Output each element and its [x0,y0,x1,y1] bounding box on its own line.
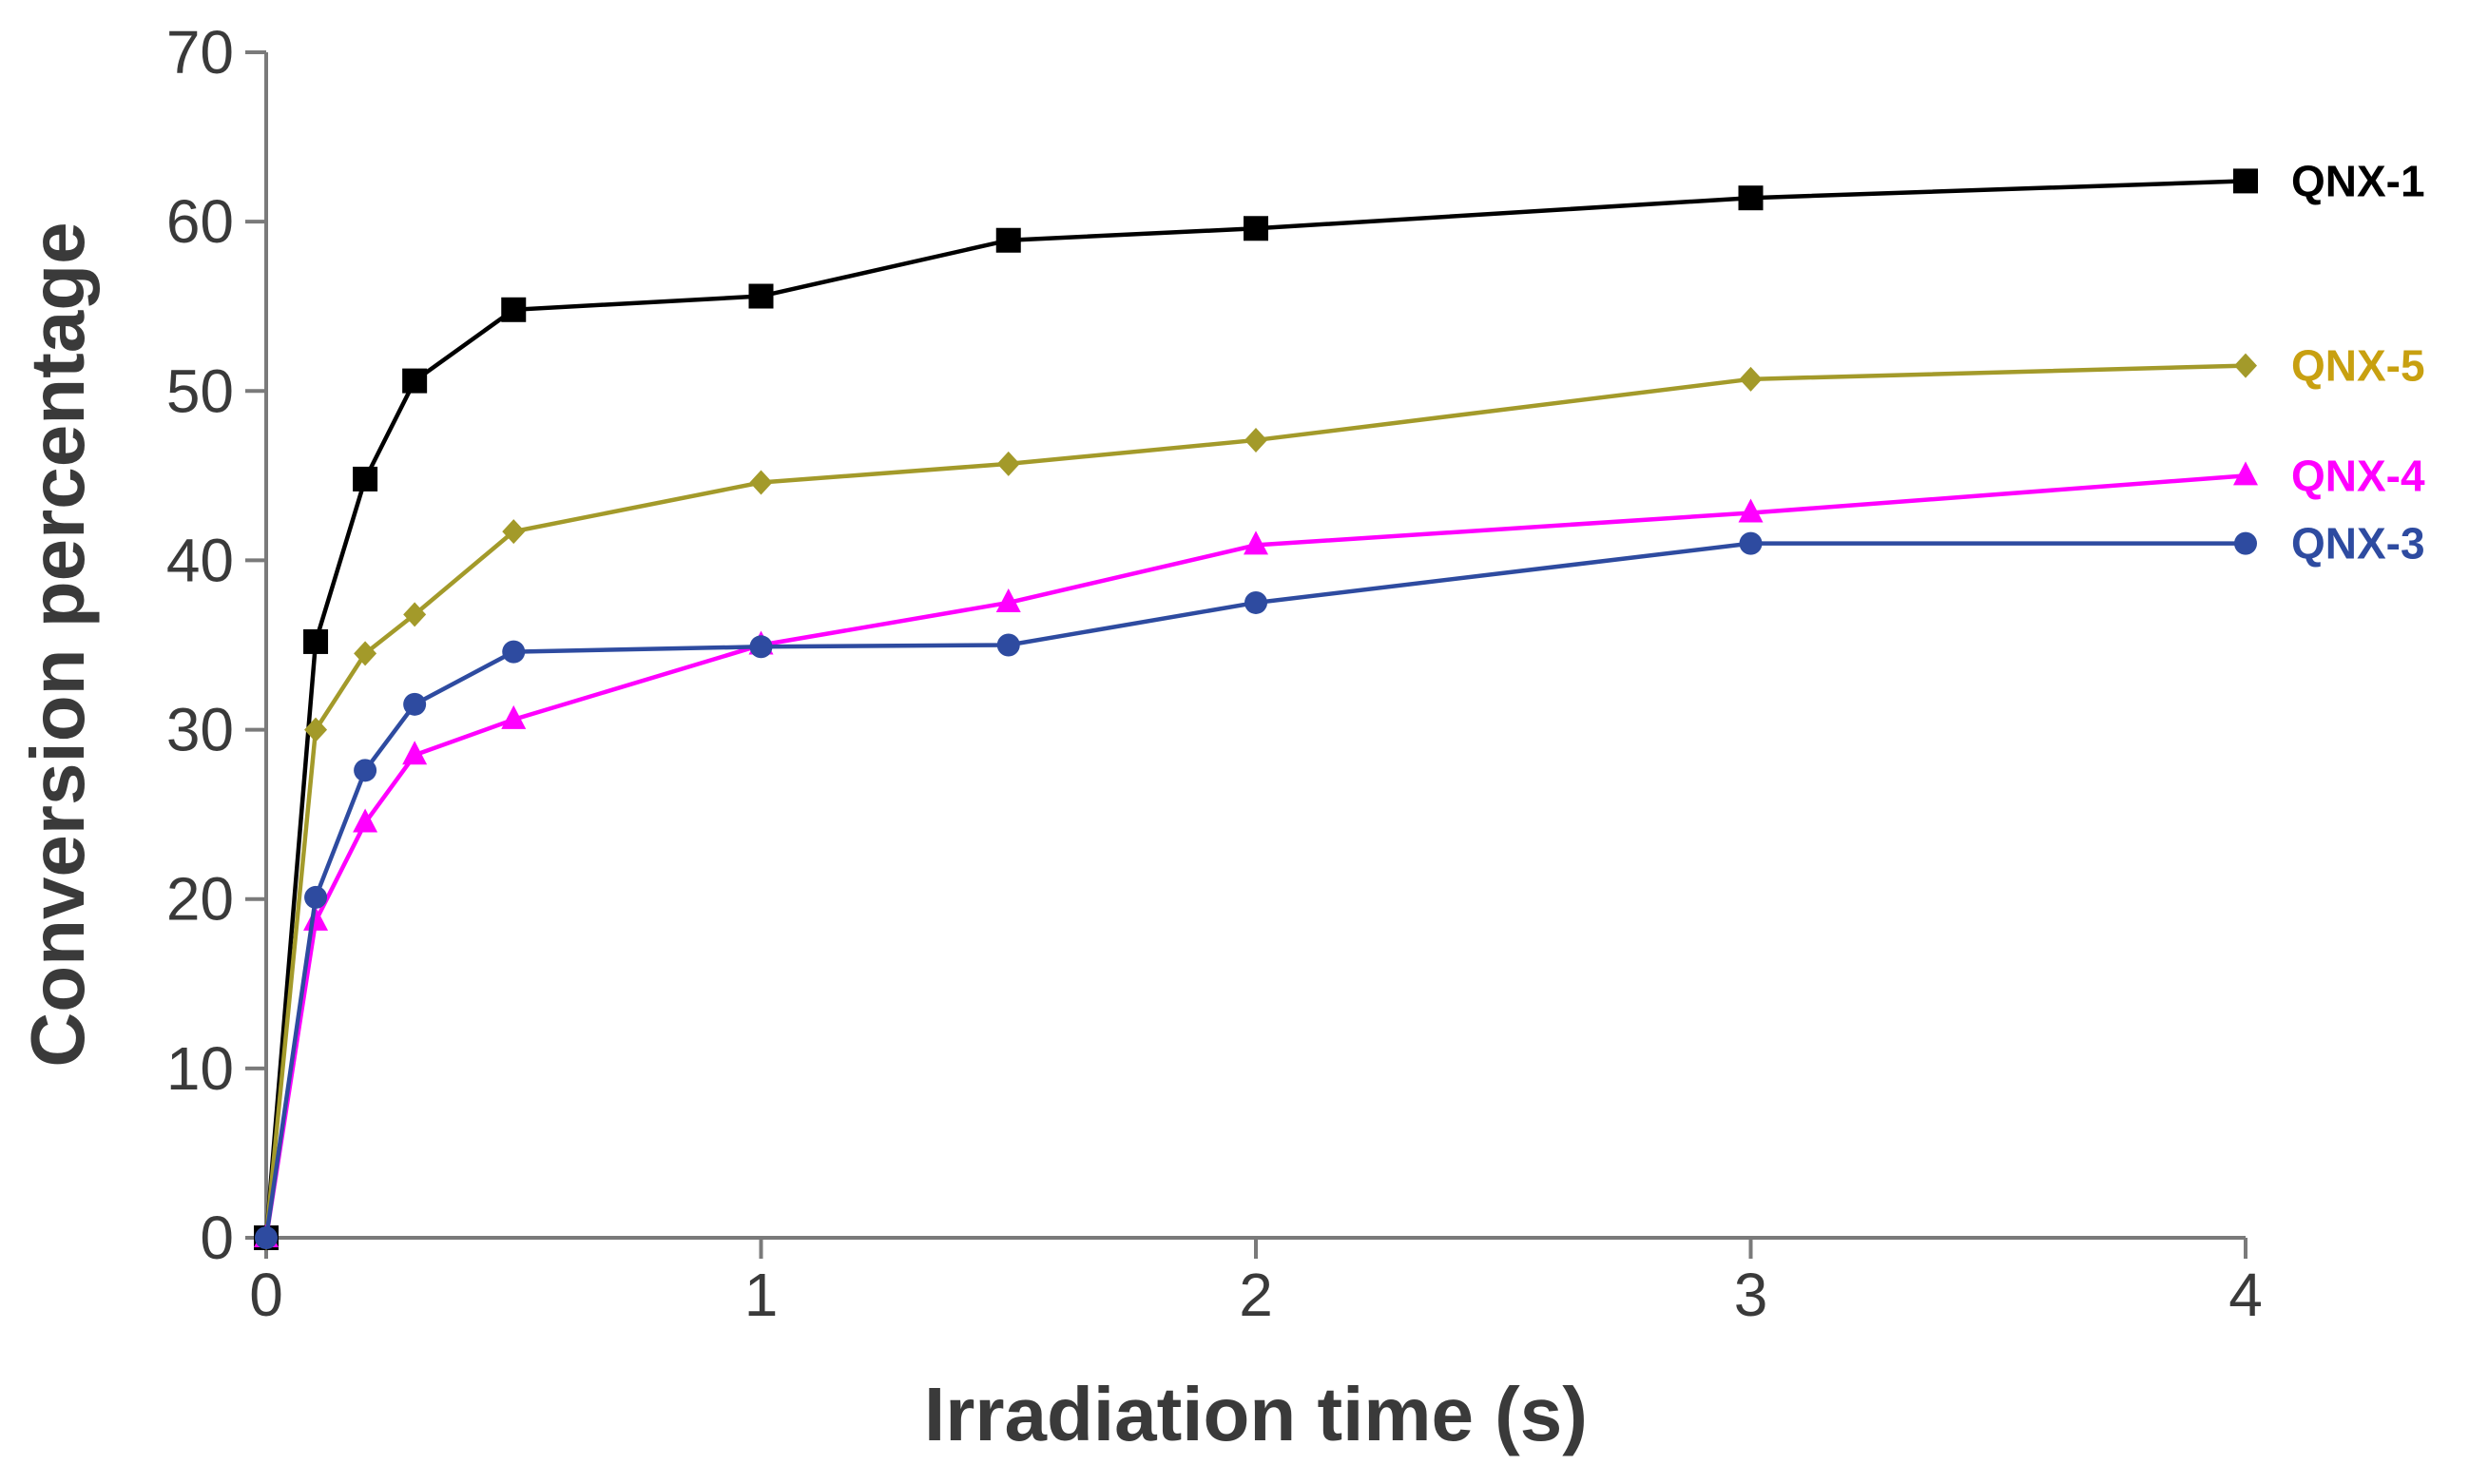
data-point [1244,216,1268,241]
data-point [2234,353,2257,378]
data-point [304,885,328,909]
data-point [502,519,526,545]
x-tick-label: 1 [744,1261,779,1329]
data-point [501,297,527,322]
data-point [1244,590,1267,614]
data-point [353,808,378,833]
data-point [749,635,773,659]
data-point [2233,461,2258,486]
data-point [748,283,774,309]
data-point [2233,168,2258,194]
data-point [1244,427,1267,453]
data-point [1739,366,1763,392]
series-line [263,473,2247,1239]
y-tick-label: 20 [166,865,234,934]
y-axis-title: Conversion percentage [15,222,100,1067]
data-point [1244,530,1268,555]
series-line [263,179,2247,1239]
data-point [502,640,526,664]
series-qnx-3: QNX-3 [255,519,2425,1249]
data-point [402,368,428,394]
data-point [353,466,378,491]
series-line [263,363,2247,1239]
data-point [255,1226,278,1249]
x-ticks: 0 1 2 3 4 [249,1238,2263,1329]
x-axis-title: Irradiation time (s) [924,1372,1588,1456]
y-tick-label: 30 [166,696,234,764]
data-point [749,470,773,495]
data-point [1738,185,1764,211]
data-point [403,602,427,627]
series-label: QNX-5 [2291,341,2425,391]
y-tick-label: 70 [166,18,234,87]
series-label: QNX-1 [2291,156,2425,205]
series-label: QNX-3 [2291,519,2425,569]
series-qnx-5: QNX-5 [255,341,2425,1250]
series-qnx-1: QNX-1 [254,156,2425,1250]
series-line [263,541,2246,1239]
data-point [995,588,1021,612]
x-tick-label: 0 [249,1261,283,1329]
y-tick-label: 60 [166,187,234,256]
data-point [354,641,377,666]
y-tick-label: 0 [200,1204,234,1272]
y-tick-label: 10 [166,1034,234,1103]
data-point [403,692,427,716]
series-label: QNX-4 [2291,451,2425,500]
data-point [501,704,527,729]
data-point [1739,531,1763,555]
x-tick-label: 4 [2228,1261,2263,1329]
data-point [402,741,428,765]
data-point [2234,531,2257,555]
data-point [1738,498,1764,523]
y-ticks: 0 10 20 30 40 50 60 70 [166,18,266,1272]
series-qnx-4: QNX-4 [254,451,2425,1247]
y-tick-label: 50 [166,357,234,425]
x-tick-label: 3 [1734,1261,1768,1329]
data-point [996,633,1020,657]
data-point [304,717,328,742]
series-layer: QNX-1 QNX-5 QNX-4 QNX-3 [254,156,2425,1250]
data-point [303,628,329,654]
y-tick-label: 40 [166,526,234,594]
data-point [996,451,1020,476]
data-point [995,227,1021,253]
x-tick-label: 2 [1239,1261,1273,1329]
data-point [303,906,329,931]
data-point [354,759,377,782]
